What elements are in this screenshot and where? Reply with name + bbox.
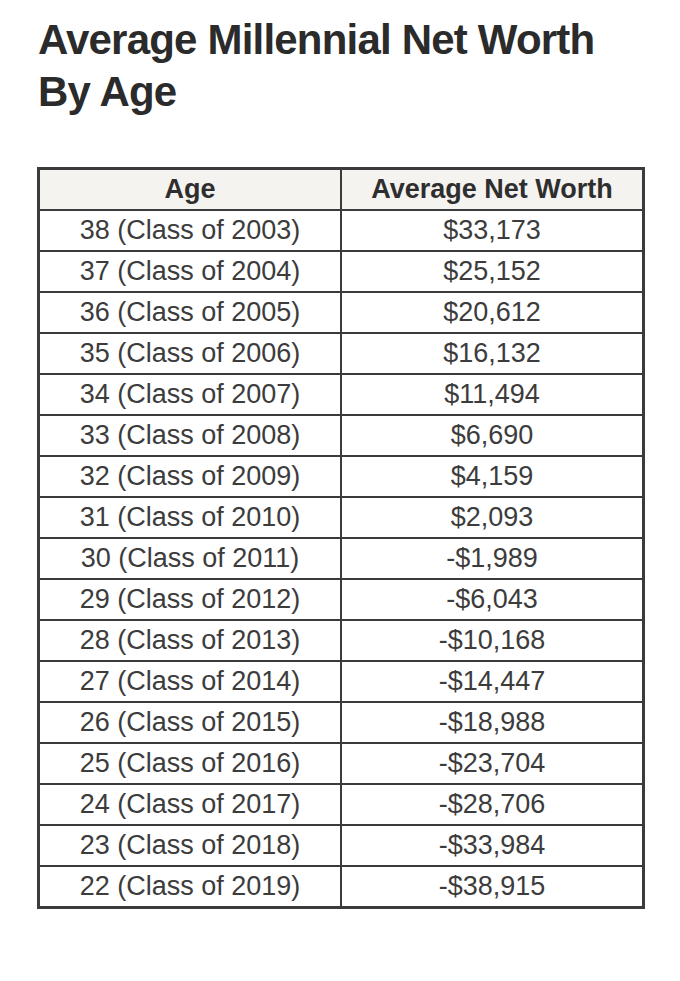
table-row: 30 (Class of 2011)-$1,989 — [39, 538, 644, 579]
net-worth-cell: $20,612 — [341, 292, 644, 333]
age-cell: 29 (Class of 2012) — [39, 579, 342, 620]
table-row: 35 (Class of 2006)$16,132 — [39, 333, 644, 374]
age-cell: 32 (Class of 2009) — [39, 456, 342, 497]
age-cell: 27 (Class of 2014) — [39, 661, 342, 702]
net-worth-cell: $25,152 — [341, 251, 644, 292]
table-row: 34 (Class of 2007)$11,494 — [39, 374, 644, 415]
net-worth-cell: -$33,984 — [341, 825, 644, 866]
table-header: Age Average Net Worth — [39, 169, 644, 211]
age-column-header: Age — [39, 169, 342, 211]
net-worth-cell: -$38,915 — [341, 866, 644, 908]
age-cell: 23 (Class of 2018) — [39, 825, 342, 866]
table-row: 38 (Class of 2003)$33,173 — [39, 210, 644, 251]
age-cell: 33 (Class of 2008) — [39, 415, 342, 456]
net-worth-cell: $4,159 — [341, 456, 644, 497]
net-worth-cell: $11,494 — [341, 374, 644, 415]
net-worth-cell: $6,690 — [341, 415, 644, 456]
page-title: Average Millennial Net Worth By Age — [38, 14, 638, 118]
table-row: 36 (Class of 2005)$20,612 — [39, 292, 644, 333]
table-row: 28 (Class of 2013)-$10,168 — [39, 620, 644, 661]
table-row: 25 (Class of 2016)-$23,704 — [39, 743, 644, 784]
net-worth-cell: $33,173 — [341, 210, 644, 251]
net-worth-cell: -$14,447 — [341, 661, 644, 702]
net-worth-cell: -$10,168 — [341, 620, 644, 661]
age-cell: 38 (Class of 2003) — [39, 210, 342, 251]
table-row: 24 (Class of 2017)-$28,706 — [39, 784, 644, 825]
table-row: 22 (Class of 2019)-$38,915 — [39, 866, 644, 908]
table-body: 38 (Class of 2003)$33,17337 (Class of 20… — [39, 210, 644, 908]
age-cell: 35 (Class of 2006) — [39, 333, 342, 374]
net-worth-cell: -$1,989 — [341, 538, 644, 579]
net-worth-cell: -$18,988 — [341, 702, 644, 743]
table-row: 31 (Class of 2010)$2,093 — [39, 497, 644, 538]
net-worth-cell: $2,093 — [341, 497, 644, 538]
age-cell: 22 (Class of 2019) — [39, 866, 342, 908]
age-cell: 30 (Class of 2011) — [39, 538, 342, 579]
table-row: 37 (Class of 2004)$25,152 — [39, 251, 644, 292]
net-worth-cell: -$23,704 — [341, 743, 644, 784]
net-worth-cell: -$6,043 — [341, 579, 644, 620]
table-row: 23 (Class of 2018)-$33,984 — [39, 825, 644, 866]
net-worth-cell: -$28,706 — [341, 784, 644, 825]
header-row: Age Average Net Worth — [39, 169, 644, 211]
table-row: 32 (Class of 2009)$4,159 — [39, 456, 644, 497]
net-worth-cell: $16,132 — [341, 333, 644, 374]
age-cell: 28 (Class of 2013) — [39, 620, 342, 661]
net-worth-table: Age Average Net Worth 38 (Class of 2003)… — [37, 167, 645, 909]
table-row: 33 (Class of 2008)$6,690 — [39, 415, 644, 456]
table-row: 27 (Class of 2014)-$14,447 — [39, 661, 644, 702]
age-cell: 37 (Class of 2004) — [39, 251, 342, 292]
age-cell: 26 (Class of 2015) — [39, 702, 342, 743]
age-cell: 31 (Class of 2010) — [39, 497, 342, 538]
age-cell: 36 (Class of 2005) — [39, 292, 342, 333]
table-row: 29 (Class of 2012)-$6,043 — [39, 579, 644, 620]
age-cell: 34 (Class of 2007) — [39, 374, 342, 415]
net-worth-column-header: Average Net Worth — [341, 169, 644, 211]
age-cell: 24 (Class of 2017) — [39, 784, 342, 825]
table-row: 26 (Class of 2015)-$18,988 — [39, 702, 644, 743]
age-cell: 25 (Class of 2016) — [39, 743, 342, 784]
